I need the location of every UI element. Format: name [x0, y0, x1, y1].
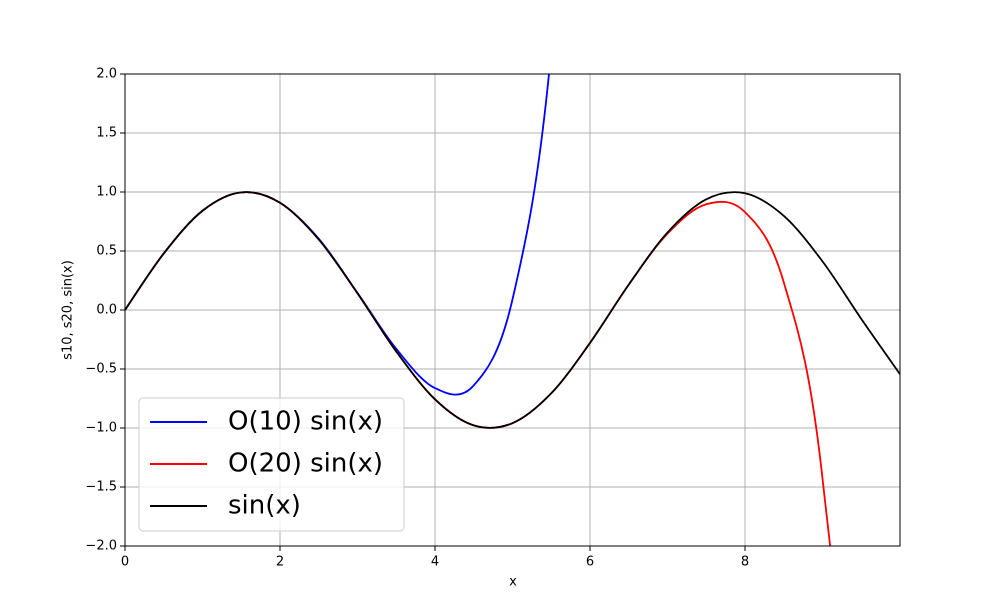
x-tick-label: 4: [431, 555, 439, 570]
x-tick-label: 0: [121, 555, 129, 570]
x-tick-label: 2: [276, 555, 284, 570]
series-line: [125, 191, 900, 429]
ticks: 0 2 4 6 8 −2.0 −1.5 −1.0 −0.5 0.0 0.5 1.0 1.5 2.0: [85, 67, 749, 570]
y-tick-label: −1.0: [85, 421, 117, 436]
plot-lines: [125, 74, 900, 546]
x-axis-label: x: [509, 575, 517, 590]
legend-box: [138, 397, 405, 532]
y-tick-label: 1.0: [96, 185, 117, 200]
x-tick-label: 8: [741, 555, 749, 570]
y-tick-label: −2.0: [85, 539, 117, 554]
y-tick-label: −0.5: [85, 362, 117, 377]
legend-label: sin(x): [228, 491, 301, 521]
y-tick-label: −1.5: [85, 480, 117, 495]
y-tick-label: 0.5: [96, 244, 117, 259]
x-tick-label: 6: [586, 555, 594, 570]
legend-label: O(20) sin(x): [228, 449, 383, 479]
y-tick-label: 0.0: [96, 303, 117, 318]
legend-label: O(10) sin(x): [228, 407, 383, 437]
y-tick-label: 1.5: [96, 126, 117, 141]
y-axis-label: s10, s20, sin(x): [61, 260, 76, 360]
y-tick-label: 2.0: [96, 67, 117, 82]
legend: O(10) sin(x) O(20) sin(x) sin(x): [138, 397, 405, 532]
